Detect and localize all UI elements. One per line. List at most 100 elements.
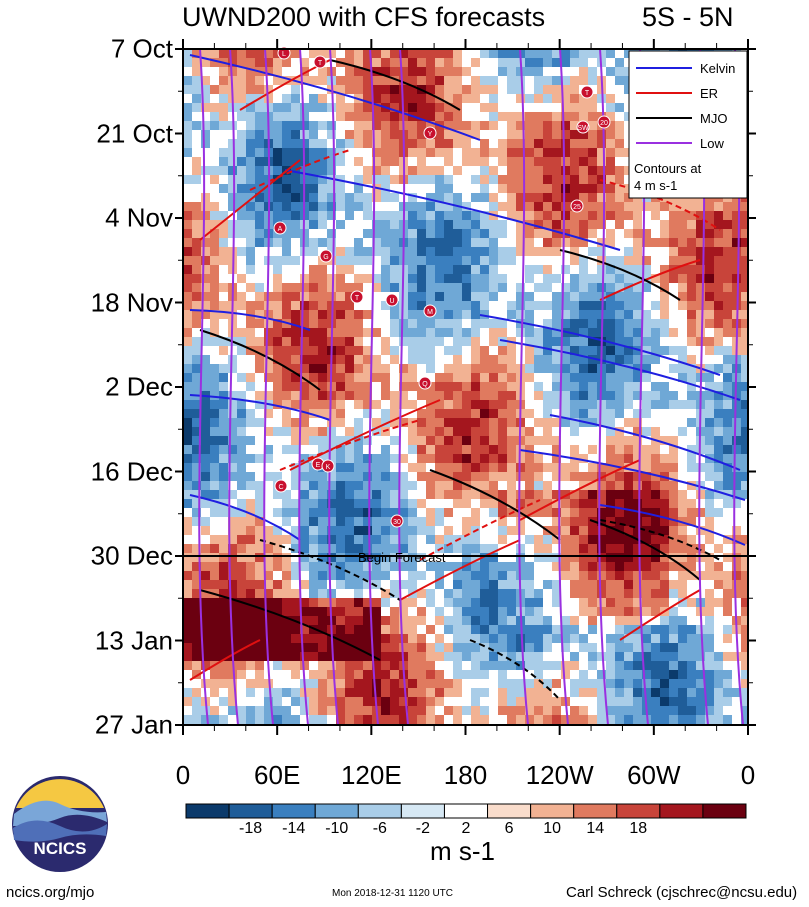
heat-cell <box>354 121 364 131</box>
heat-cell <box>228 562 238 572</box>
heat-cell <box>525 715 535 725</box>
heat-cell <box>309 274 319 284</box>
heat-cell <box>714 715 724 725</box>
heat-cell <box>273 616 283 626</box>
heat-cell <box>264 562 274 572</box>
heat-cell <box>471 634 481 644</box>
heat-cell <box>372 238 382 248</box>
heat-cell <box>336 463 346 473</box>
heat-cell <box>237 679 247 689</box>
heat-cell <box>579 175 589 185</box>
heat-cell <box>381 130 391 140</box>
contour-line <box>189 54 481 141</box>
heat-cell <box>669 706 679 716</box>
heat-cell <box>219 436 229 446</box>
heat-cell <box>471 328 481 338</box>
heat-cell <box>507 589 517 599</box>
heat-cell <box>552 382 562 392</box>
heat-cell <box>615 238 625 248</box>
heat-cell <box>282 202 292 212</box>
heat-cell <box>516 283 526 293</box>
heat-cell <box>579 103 589 113</box>
heat-cell <box>426 382 436 392</box>
heat-cell <box>615 697 625 707</box>
heat-cell <box>363 310 373 320</box>
heat-cell <box>480 607 490 617</box>
heat-cell <box>633 265 643 275</box>
heat-cell <box>471 679 481 689</box>
heat-cell <box>471 112 481 122</box>
heat-cell <box>588 337 598 347</box>
heat-cell <box>273 499 283 509</box>
heat-cell <box>210 652 220 662</box>
heat-cell <box>453 625 463 635</box>
heat-cell <box>687 436 697 446</box>
heat-cell <box>228 517 238 527</box>
heat-cell <box>246 211 256 221</box>
heat-cell <box>561 607 571 617</box>
heat-cell <box>336 310 346 320</box>
heat-cell <box>264 688 274 698</box>
heat-cell <box>327 481 337 491</box>
heat-cell <box>660 688 670 698</box>
heat-cell <box>507 535 517 545</box>
colorbar-label: -14 <box>282 820 306 837</box>
heat-cell <box>453 319 463 329</box>
heat-cell <box>237 535 247 545</box>
heat-cell <box>714 508 724 518</box>
heat-cell <box>201 472 211 482</box>
heat-cell <box>543 265 553 275</box>
heat-cell <box>615 229 625 239</box>
heat-cell <box>651 535 661 545</box>
heat-cell <box>336 409 346 419</box>
heat-cell <box>696 679 706 689</box>
heat-cell <box>534 490 544 500</box>
heat-cell <box>543 508 553 518</box>
heat-cell <box>678 499 688 509</box>
heat-cell <box>417 454 427 464</box>
heat-cell <box>201 409 211 419</box>
heat-cell <box>291 409 301 419</box>
heat-cell <box>606 292 616 302</box>
heat-cell <box>624 625 634 635</box>
heat-cell <box>606 346 616 356</box>
heat-cell <box>480 481 490 491</box>
heat-cell <box>435 346 445 356</box>
low-contour <box>198 49 209 725</box>
heat-cell <box>714 301 724 311</box>
heat-cell <box>651 229 661 239</box>
heat-cell <box>372 373 382 383</box>
heat-cell <box>345 598 355 608</box>
heat-cell <box>255 625 265 635</box>
heat-cell <box>660 562 670 572</box>
heat-cell <box>408 85 418 95</box>
heat-cell <box>300 94 310 104</box>
heat-cell <box>489 193 499 203</box>
heat-cell <box>633 301 643 311</box>
heat-cell <box>453 301 463 311</box>
heat-cell <box>444 184 454 194</box>
heat-cell <box>192 679 202 689</box>
heat-cell <box>426 76 436 86</box>
heat-cell <box>309 571 319 581</box>
heat-cell <box>219 589 229 599</box>
heat-cell <box>300 76 310 86</box>
heat-cell <box>435 148 445 158</box>
heat-cell <box>543 130 553 140</box>
heat-cell <box>444 319 454 329</box>
heat-cell <box>606 67 616 77</box>
heat-cell <box>435 301 445 311</box>
heat-cell <box>372 400 382 410</box>
heat-cell <box>741 535 748 545</box>
heat-cell <box>579 697 589 707</box>
heat-cell <box>399 391 409 401</box>
heat-cell <box>507 58 517 68</box>
heat-cell <box>498 139 508 149</box>
heat-cell <box>624 337 634 347</box>
heat-cell <box>219 517 229 527</box>
heat-cell <box>183 337 193 347</box>
heat-cell <box>651 391 661 401</box>
heat-cell <box>273 166 283 176</box>
heat-cell <box>192 553 202 563</box>
heat-cell <box>300 697 310 707</box>
